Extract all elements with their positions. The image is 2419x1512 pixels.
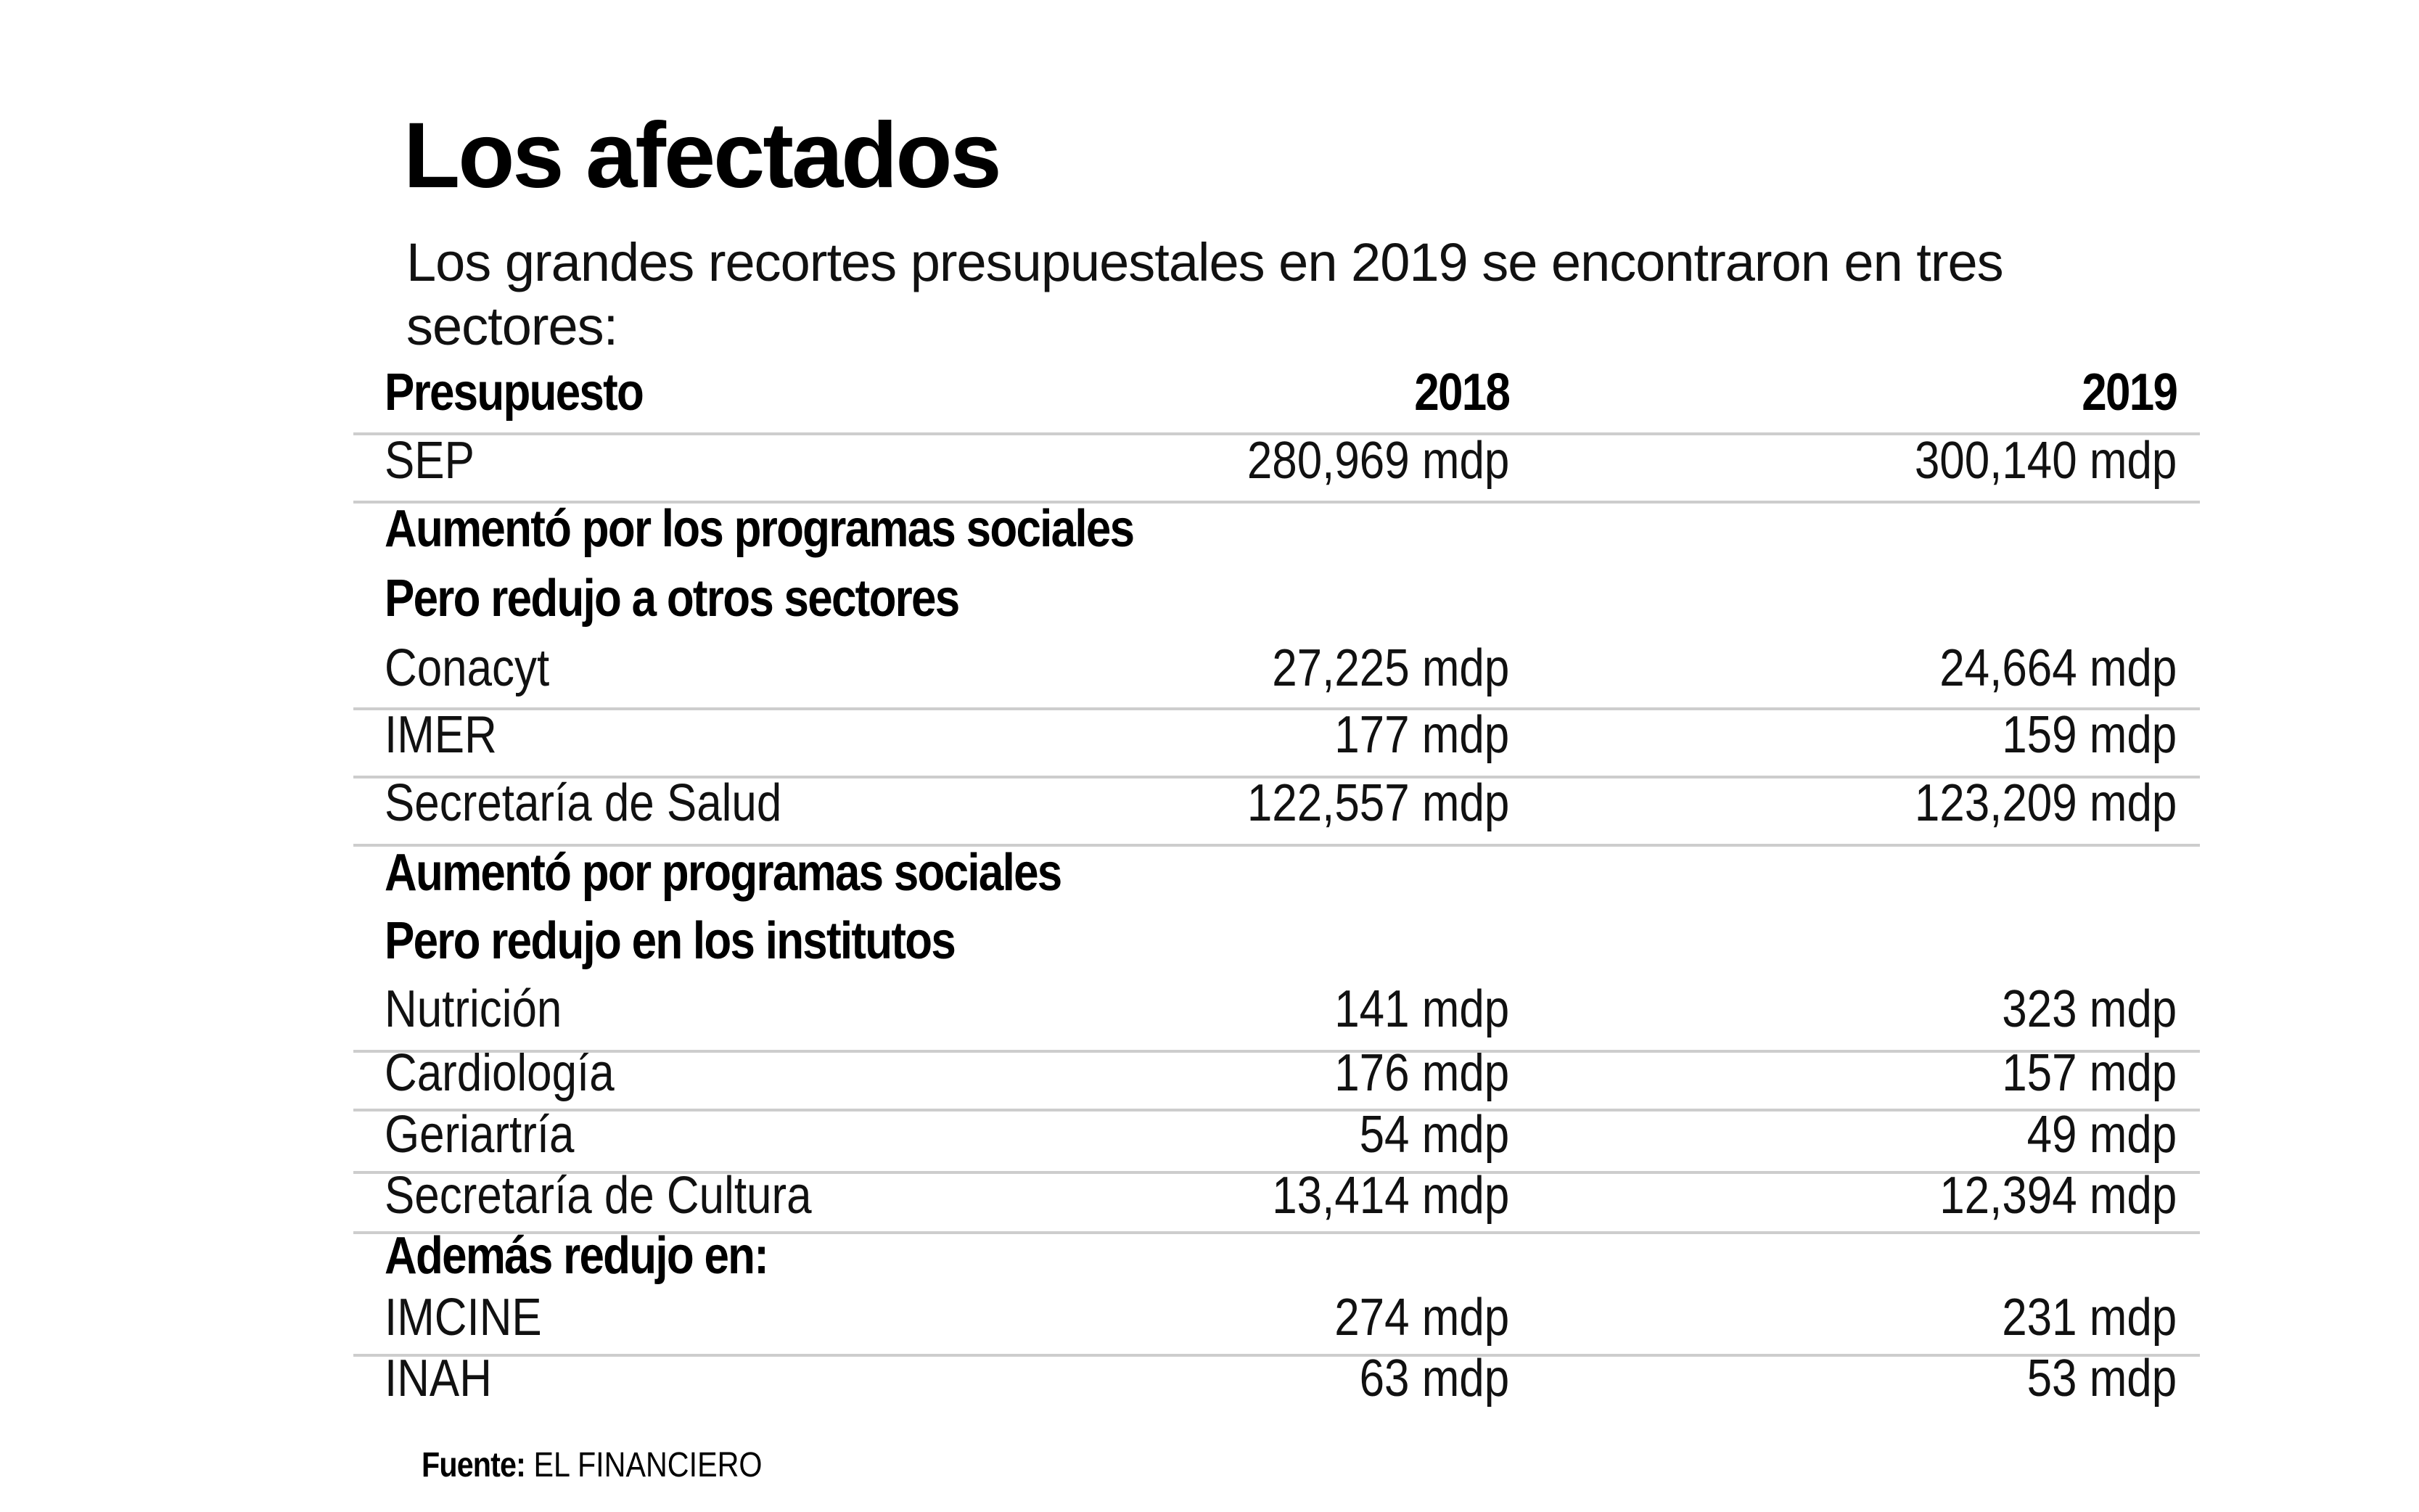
- section-heading: Aumentó por programas sociales: [385, 844, 1062, 902]
- value-2019: 300,140 mdp: [1914, 432, 2177, 490]
- row-divider: [353, 707, 2200, 710]
- subtitle: Los grandes recortes presupuestales en 2…: [406, 232, 2004, 356]
- row-label: SEP: [385, 432, 475, 490]
- section-heading: Pero redujo en los institutos: [385, 912, 956, 970]
- section-heading-row: Aumentó por programas sociales: [385, 840, 2177, 905]
- value-2018: 176 mdp: [1334, 1044, 1509, 1102]
- value-2019: 157 mdp: [2002, 1044, 2177, 1102]
- table-row: Nutrición 141 mdp 323 mdp: [385, 977, 2177, 1042]
- value-2018: 122,557 mdp: [1247, 774, 1509, 832]
- row-label: IMER: [385, 706, 497, 764]
- table-row: Conacyt 27,225 mdp 24,664 mdp: [385, 636, 2177, 701]
- value-2018: 63 mdp: [1359, 1349, 1509, 1408]
- row-divider: [353, 1171, 2200, 1174]
- row-label: Secretaría de Cultura: [385, 1167, 812, 1225]
- section-heading-row: Aumentó por los programas sociales: [385, 496, 2177, 562]
- section-heading-row: Pero redujo a otros sectores: [385, 566, 2177, 631]
- table-row: Geriartría 54 mdp 49 mdp: [385, 1102, 2177, 1167]
- row-divider: [353, 1109, 2200, 1112]
- value-2018: 54 mdp: [1359, 1106, 1509, 1164]
- row-divider: [353, 776, 2200, 778]
- source-note: Fuente: EL FINANCIERO: [422, 1444, 763, 1487]
- page-title: Los afectados: [403, 104, 1002, 208]
- row-label: Secretaría de Salud: [385, 774, 782, 832]
- table-row: INAH 63 mdp 53 mdp: [385, 1346, 2177, 1411]
- table-row: IMCINE 274 mdp 231 mdp: [385, 1285, 2177, 1350]
- value-2018: 27,225 mdp: [1271, 639, 1509, 697]
- table-row: Cardiología 176 mdp 157 mdp: [385, 1040, 2177, 1106]
- value-2019: 323 mdp: [2002, 980, 2177, 1038]
- value-2018: 177 mdp: [1334, 706, 1509, 764]
- value-2018: 13,414 mdp: [1271, 1167, 1509, 1225]
- row-divider: [353, 432, 2200, 435]
- section-heading: Pero redujo a otros sectores: [385, 570, 960, 628]
- header-label: Presupuesto: [385, 363, 644, 422]
- row-divider: [353, 1231, 2200, 1234]
- value-2019: 49 mdp: [2026, 1106, 2177, 1164]
- row-divider: [353, 501, 2200, 504]
- section-heading-row: Pero redujo en los institutos: [385, 908, 2177, 974]
- value-2018: 141 mdp: [1334, 980, 1509, 1038]
- table-row: IMER 177 mdp 159 mdp: [385, 702, 2177, 768]
- value-2019: 123,209 mdp: [1914, 774, 2177, 832]
- table-row: SEP 280,969 mdp 300,140 mdp: [385, 428, 2177, 493]
- row-label: INAH: [385, 1349, 492, 1408]
- table-row: Secretaría de Cultura 13,414 mdp 12,394 md…: [385, 1163, 2177, 1228]
- value-2019: 159 mdp: [2002, 706, 2177, 764]
- header-2019: 2019: [2082, 363, 2178, 422]
- row-label: IMCINE: [385, 1289, 542, 1347]
- header-2018: 2018: [1414, 363, 1511, 422]
- source-label: Fuente:: [422, 1446, 526, 1484]
- value-2019: 12,394 mdp: [1939, 1167, 2177, 1225]
- row-divider: [353, 844, 2200, 847]
- table-header: Presupuesto 2018 2019: [385, 360, 2178, 425]
- section-heading: Además redujo en:: [385, 1227, 769, 1285]
- row-label: Geriartría: [385, 1106, 575, 1164]
- row-label: Conacyt: [385, 639, 550, 697]
- value-2018: 274 mdp: [1334, 1289, 1509, 1347]
- value-2018: 280,969 mdp: [1247, 432, 1509, 490]
- value-2019: 53 mdp: [2026, 1349, 2177, 1408]
- row-label: Nutrición: [385, 980, 562, 1038]
- value-2019: 231 mdp: [2002, 1289, 2177, 1347]
- row-label: Cardiología: [385, 1044, 615, 1102]
- table-row: Secretaría de Salud 122,557 mdp 123,209 md…: [385, 771, 2177, 836]
- section-heading-row: Además redujo en:: [385, 1223, 2177, 1289]
- section-heading: Aumentó por los programas sociales: [385, 500, 1135, 558]
- row-divider: [353, 1354, 2200, 1357]
- value-2019: 24,664 mdp: [1939, 639, 2177, 697]
- row-divider: [353, 1050, 2200, 1053]
- source-value: EL FINANCIERO: [533, 1446, 763, 1484]
